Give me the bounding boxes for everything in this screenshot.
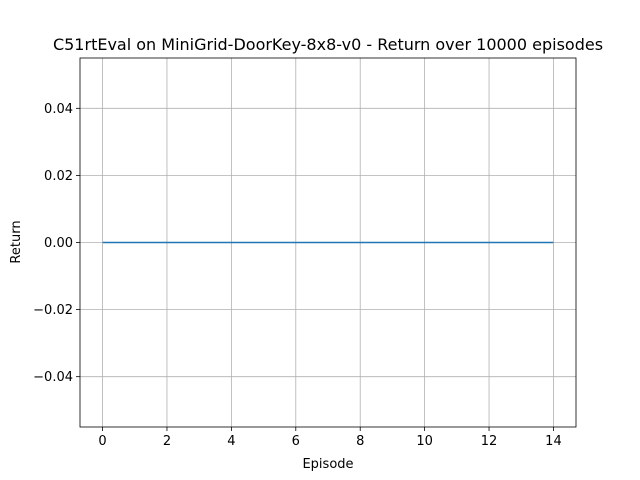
x-tick-label: 8 [356,434,364,449]
x-tick-label: 14 [545,434,562,449]
x-tick-label: 6 [292,434,300,449]
y-tick-label: 0.00 [44,236,73,251]
y-tick-label: 0.04 [44,102,73,117]
y-tick-label: −0.04 [33,370,73,385]
y-axis-label: Return [9,220,24,263]
chart-title: C51rtEval on MiniGrid-DoorKey-8x8-v0 - R… [53,35,603,54]
x-axis-label: Episode [302,457,353,472]
plot-area: 0 2 4 6 8 10 12 14 −0.04 −0.02 0.00 0.02 0.04 [33,57,577,449]
y-tick-label: 0.02 [44,169,73,184]
y-tick-label: −0.02 [33,303,73,318]
x-tick-label: 12 [481,434,498,449]
x-tick-label: 0 [98,434,106,449]
x-tick-label: 10 [416,434,433,449]
x-tick-label: 4 [227,434,235,449]
x-tick-label: 2 [163,434,171,449]
